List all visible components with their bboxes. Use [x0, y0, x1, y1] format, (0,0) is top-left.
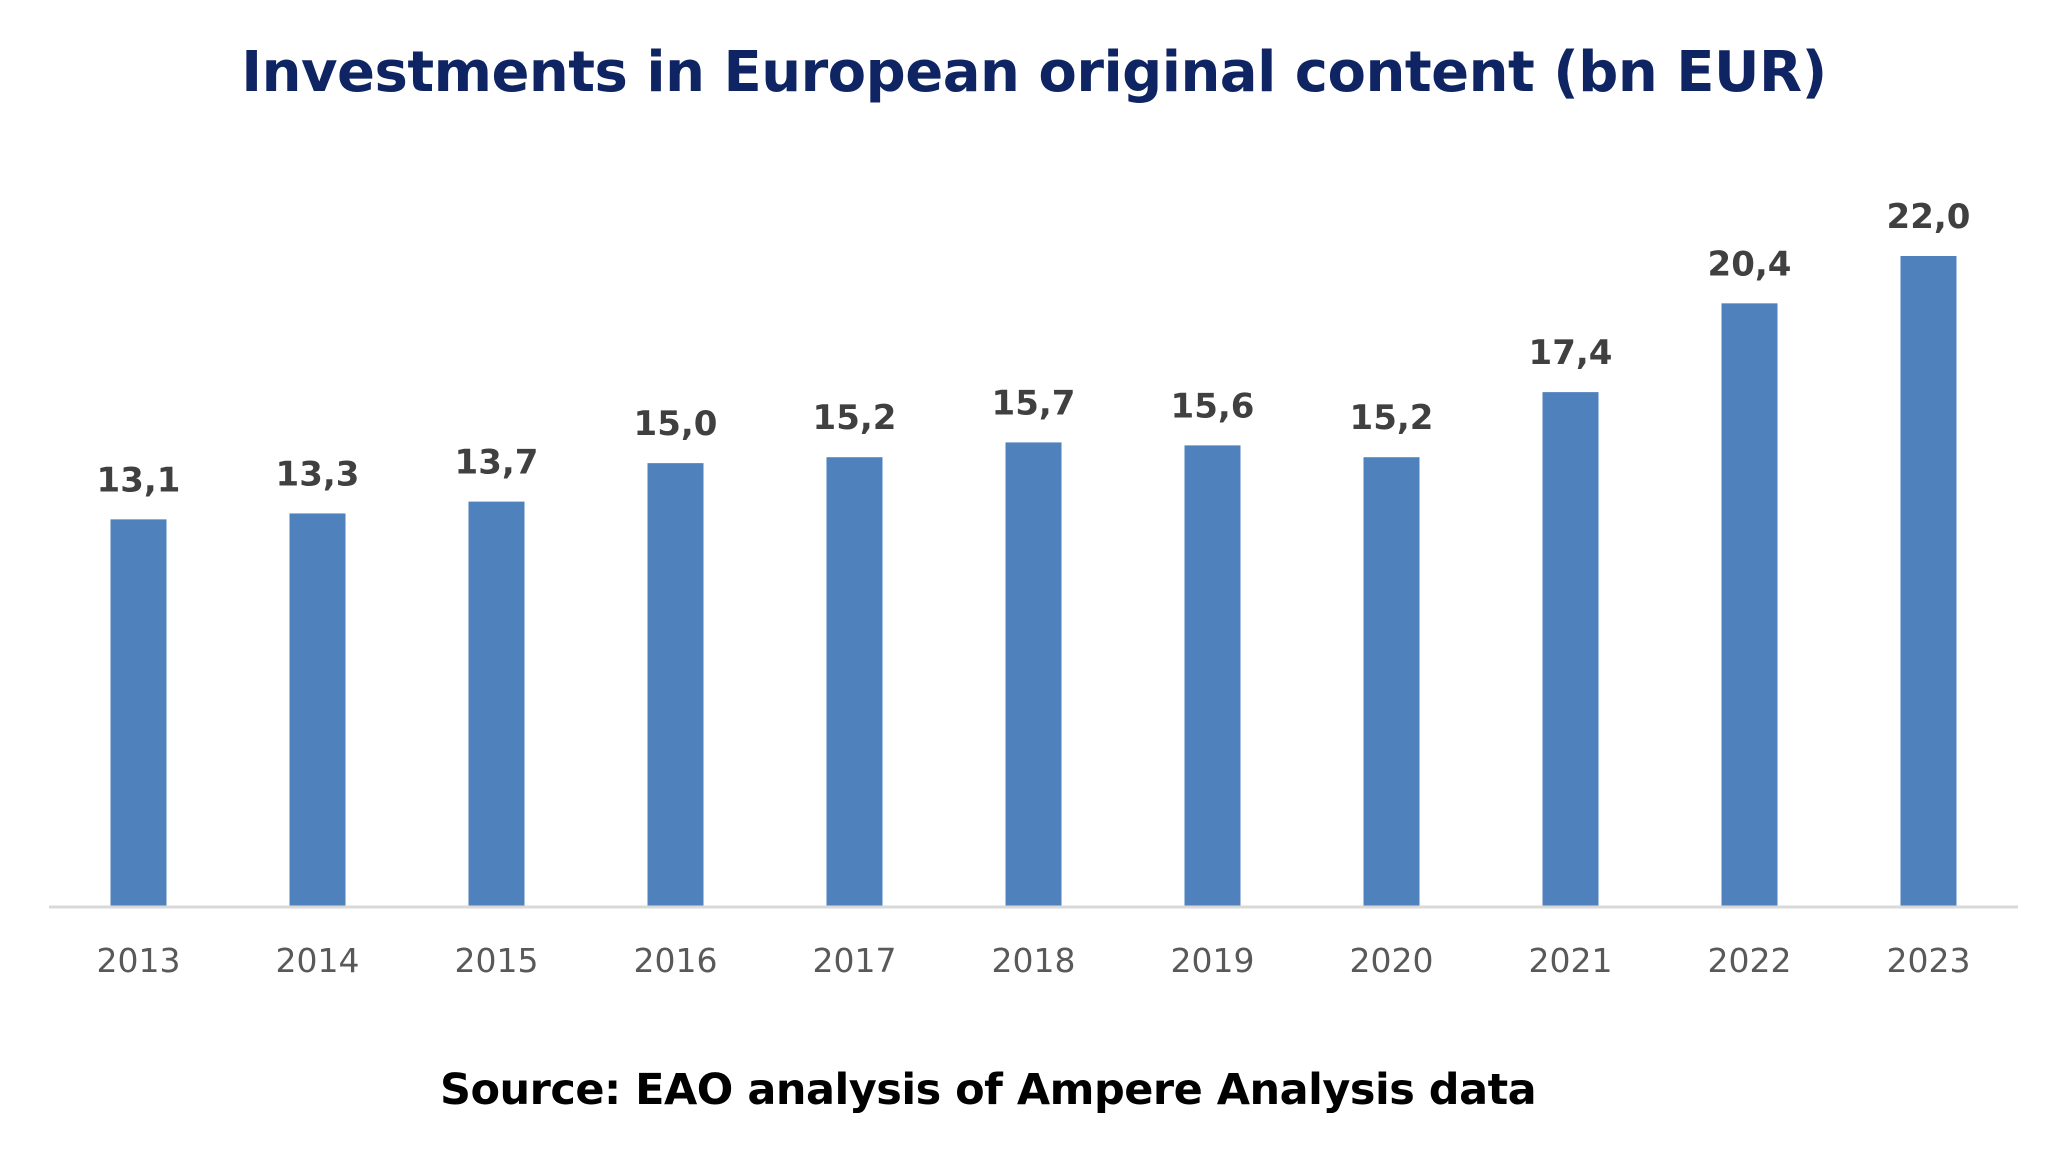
x-tick-label-2022: 2022 [1708, 941, 1792, 980]
x-tick-label-2014: 2014 [276, 941, 360, 980]
bar-2023 [1900, 256, 1957, 907]
data-label-2021: 17,4 [1529, 333, 1613, 373]
data-label-2019: 15,6 [1171, 386, 1255, 426]
data-labels-group: 13,1 13,3 13,7 15,0 15,2 15,7 15,6 15,2 17,4 20,4… [97, 197, 1971, 500]
data-label-2016: 15,0 [634, 404, 718, 444]
x-tick-label-2019: 2019 [1171, 941, 1255, 980]
x-tick-label-2013: 2013 [97, 941, 181, 980]
x-tick-label-2021: 2021 [1529, 941, 1613, 980]
bar-2014 [289, 513, 346, 907]
bar-2016 [647, 463, 704, 907]
bar-2018 [1005, 442, 1062, 907]
data-label-2014: 13,3 [276, 454, 360, 494]
data-label-2020: 15,2 [1350, 398, 1434, 438]
bar-2022 [1721, 303, 1778, 907]
data-label-2013: 13,1 [97, 460, 181, 500]
data-label-2022: 20,4 [1708, 244, 1792, 284]
bar-2013 [110, 519, 167, 907]
data-label-2017: 15,2 [813, 398, 897, 438]
chart-title: Investments in European original content… [241, 40, 1827, 105]
bar-2015 [468, 501, 525, 907]
data-label-2015: 13,7 [455, 443, 539, 483]
bar-2021 [1542, 392, 1599, 908]
x-tick-label-2020: 2020 [1350, 941, 1434, 980]
bar-2017 [826, 457, 883, 907]
bars-group [110, 256, 1957, 908]
x-tick-label-2016: 2016 [634, 941, 718, 980]
bar-2019 [1184, 445, 1241, 907]
bar-2020 [1363, 457, 1420, 907]
x-tick-label-2015: 2015 [455, 941, 539, 980]
data-label-2018: 15,7 [992, 383, 1076, 423]
x-tick-label-2018: 2018 [992, 941, 1076, 980]
data-label-2023: 22,0 [1887, 197, 1971, 237]
x-tick-labels-group: 2013 2014 2015 2016 2017 2018 2019 2020 2021 2022… [97, 941, 1971, 980]
source-note: Source: EAO analysis of Ampere Analysis … [440, 1065, 1537, 1115]
x-tick-label-2017: 2017 [813, 941, 897, 980]
x-tick-label-2023: 2023 [1887, 941, 1971, 980]
